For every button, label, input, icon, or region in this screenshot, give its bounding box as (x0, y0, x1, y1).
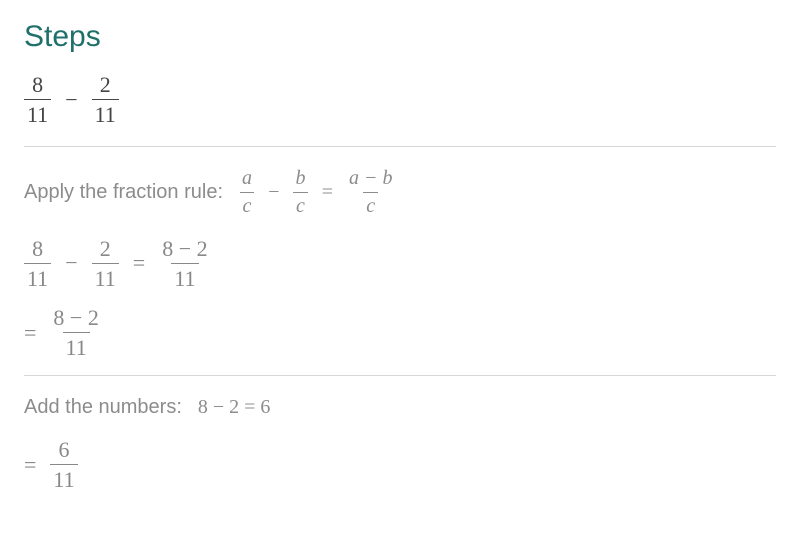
numerator: 6 (56, 437, 73, 464)
rule-result-den: c (363, 192, 378, 218)
divider (24, 146, 776, 147)
var-b: b (293, 167, 309, 192)
equals-operator: = (315, 181, 341, 204)
steps-heading: Steps (24, 20, 776, 54)
minus-operator: − (59, 87, 83, 113)
numerator: 2 (97, 72, 114, 99)
numerator: 8 (29, 236, 46, 263)
denominator: 11 (92, 263, 119, 291)
equals-operator: = (24, 320, 42, 346)
step2-calculation: 8 − 2 = 6 (198, 396, 271, 419)
problem-expression: 8 11 − 2 11 (24, 72, 776, 128)
rule-result-num: a − b (346, 167, 396, 192)
numerator: 2 (97, 236, 114, 263)
final-result: = 6 11 (24, 437, 776, 493)
result-fraction: 6 11 (50, 437, 77, 493)
numerator: 8 − 2 (50, 305, 101, 332)
fraction-rule-formula: a c − b c = a − b c (239, 167, 396, 218)
step2-explanation: Add the numbers: 8 − 2 = 6 (24, 396, 776, 419)
denominator: 11 (50, 464, 77, 492)
divider (24, 375, 776, 376)
denominator: 11 (24, 263, 51, 291)
denominator: 11 (63, 332, 90, 360)
applied-fraction-1: 8 11 (24, 236, 51, 292)
step1-restate: = 8 − 2 11 (24, 305, 776, 361)
denominator: 11 (24, 99, 51, 127)
step1-applied: 8 11 − 2 11 = 8 − 2 11 (24, 236, 776, 292)
var-c: c (293, 192, 308, 218)
numerator: 8 − 2 (159, 236, 210, 263)
var-c: c (240, 192, 255, 218)
minus-operator: − (261, 181, 287, 204)
equals-operator: = (24, 452, 42, 478)
denominator: 11 (92, 99, 119, 127)
restate-fraction: 8 − 2 11 (50, 305, 101, 361)
denominator: 11 (171, 263, 198, 291)
applied-fraction-2: 2 11 (92, 236, 119, 292)
step1-explanation: Apply the fraction rule: a c − b c = a −… (24, 167, 776, 218)
numerator: 8 (29, 72, 46, 99)
equals-operator: = (127, 250, 151, 276)
step1-label: Apply the fraction rule: (24, 181, 223, 204)
var-a: a (239, 167, 255, 192)
applied-result-fraction: 8 − 2 11 (159, 236, 210, 292)
problem-fraction-2: 2 11 (92, 72, 119, 128)
step2-label: Add the numbers: (24, 396, 182, 419)
problem-fraction-1: 8 11 (24, 72, 51, 128)
minus-operator: − (59, 250, 83, 276)
